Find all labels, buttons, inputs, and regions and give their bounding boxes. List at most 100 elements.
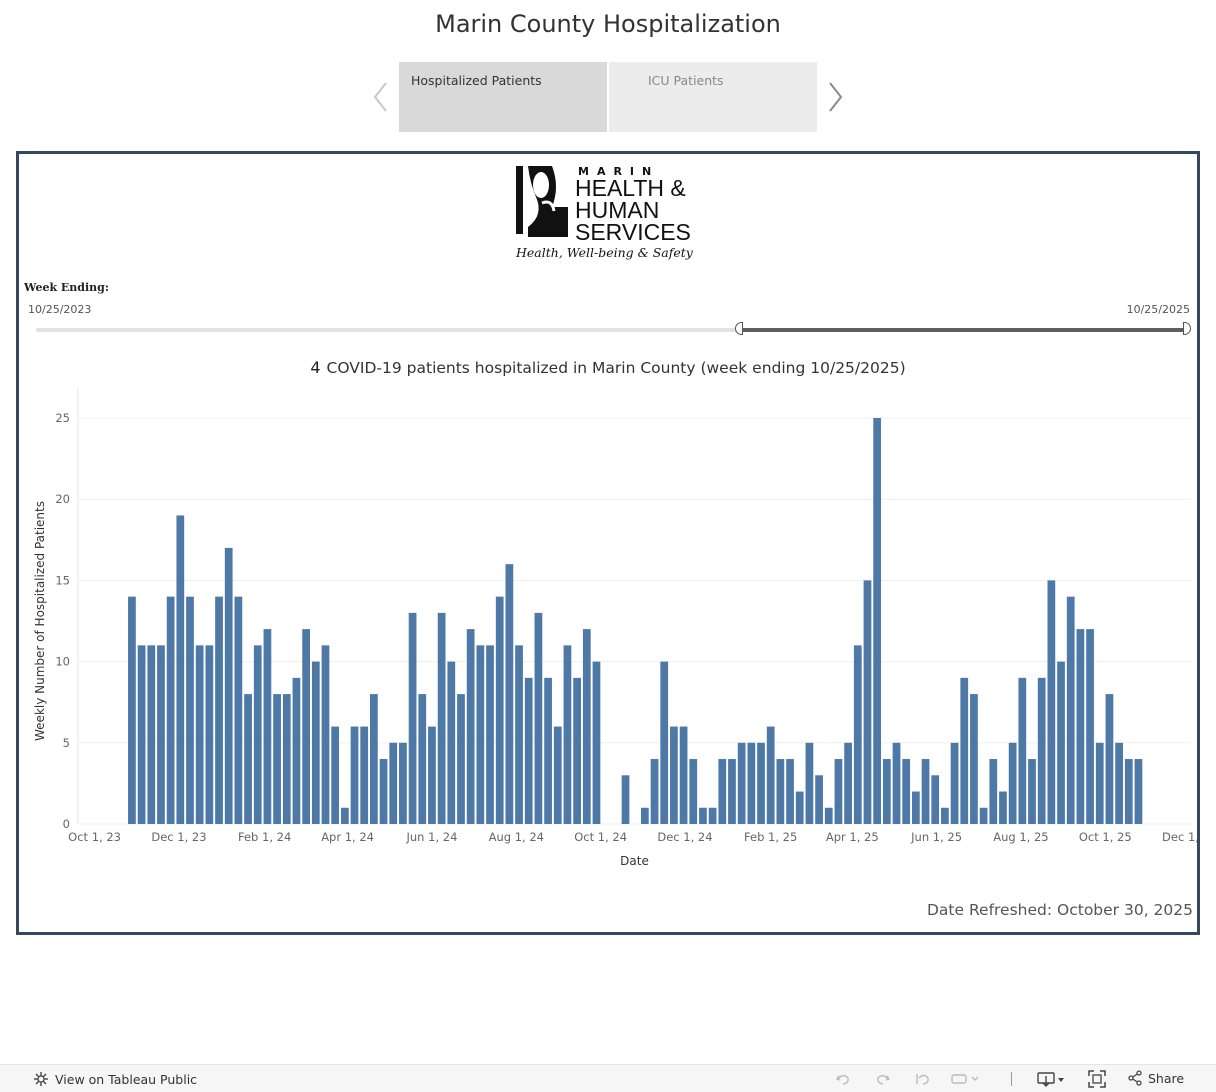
bar	[311, 661, 320, 824]
y-tick-label: 5	[63, 736, 70, 750]
bar	[234, 596, 243, 824]
x-tick-label: Aug 1, 24	[489, 830, 544, 844]
bar	[853, 645, 862, 824]
revert-icon[interactable]	[914, 1070, 932, 1088]
bar	[592, 661, 601, 824]
bar	[660, 661, 669, 824]
x-tick-label: Oct 1, 24	[574, 830, 627, 844]
logo-text: SERVICES	[575, 219, 691, 245]
bar	[1105, 694, 1114, 824]
tab-hospitalized-patients[interactable]: Hospitalized Patients	[399, 62, 607, 132]
logo-text: MARIN	[578, 165, 659, 178]
bar	[282, 694, 291, 824]
marin-hhs-logo: MARIN HEALTH & HUMAN SERVICES Health, We…	[515, 165, 694, 260]
bar	[360, 726, 369, 824]
bar	[679, 726, 688, 824]
undo-icon[interactable]	[834, 1070, 852, 1088]
x-tick-label: Dec 1, 23	[151, 830, 206, 844]
bar	[941, 807, 949, 824]
dashboard-panel: MARIN HEALTH & HUMAN SERVICES Health, We…	[16, 151, 1200, 935]
week-ending-slider-track[interactable]	[36, 328, 1188, 332]
x-tick-label: Aug 1, 25	[993, 830, 1048, 844]
bar	[621, 775, 630, 824]
x-tick-label: Jun 1, 25	[910, 830, 962, 844]
y-axis-label: Weekly Number of Hospitalized Patients	[33, 501, 47, 741]
bar	[1086, 629, 1094, 824]
bar	[563, 645, 572, 824]
tab-prev-arrow-icon[interactable]	[370, 80, 392, 114]
bar	[195, 645, 204, 824]
bar	[466, 629, 475, 824]
x-tick-label: Oct 1, 25	[1079, 830, 1132, 844]
bar	[786, 759, 794, 824]
date-refreshed: Date Refreshed: October 30, 2025	[926, 901, 1193, 919]
slider-handle-start[interactable]	[735, 322, 743, 335]
bar	[370, 694, 378, 824]
bar	[766, 726, 775, 824]
bar	[544, 677, 552, 824]
bar	[1124, 759, 1133, 824]
bar	[989, 759, 998, 824]
bar	[931, 775, 940, 824]
bar	[776, 759, 785, 824]
logo-text: HEALTH &	[575, 175, 686, 201]
y-tick-label: 20	[55, 492, 70, 506]
slider-handle-end[interactable]	[1183, 322, 1191, 335]
download-icon[interactable]	[1037, 1070, 1067, 1088]
refresh-icon[interactable]	[950, 1070, 980, 1088]
story-tabs: Hospitalized Patients ICU Patients	[399, 62, 817, 132]
bar	[960, 677, 969, 824]
bar	[834, 759, 843, 824]
tableau-logo-icon	[34, 1072, 48, 1086]
bar	[350, 726, 359, 824]
bar	[708, 807, 717, 824]
bar	[253, 645, 262, 824]
slider-range-end: 10/25/2025	[1126, 303, 1190, 316]
bar	[805, 742, 814, 824]
bar	[505, 564, 514, 824]
bar	[321, 645, 330, 824]
week-ending-slider-selection[interactable]	[742, 328, 1188, 332]
bar	[892, 742, 901, 824]
x-tick-label: Feb 1, 25	[744, 830, 797, 844]
bar	[428, 726, 436, 824]
bar	[999, 791, 1007, 824]
bar	[1008, 742, 1017, 824]
y-tick-label: 25	[55, 411, 70, 425]
redo-icon[interactable]	[874, 1070, 892, 1088]
bar	[263, 629, 272, 824]
bar	[205, 645, 214, 824]
bar	[457, 694, 465, 824]
x-tick-label: Apr 1, 24	[321, 830, 374, 844]
bar	[1066, 596, 1075, 824]
x-tick-label: Feb 1, 24	[238, 830, 291, 844]
tab-next-arrow-icon[interactable]	[824, 80, 846, 114]
tab-icu-patients[interactable]: ICU Patients	[609, 62, 817, 132]
bar	[728, 759, 736, 824]
bar	[921, 759, 930, 824]
fullscreen-icon[interactable]	[1088, 1070, 1106, 1088]
x-axis-label: Date	[620, 854, 649, 868]
bar	[176, 515, 185, 824]
bar	[524, 677, 533, 824]
bar	[292, 677, 301, 824]
share-button[interactable]: Share	[1127, 1070, 1184, 1086]
hospitalization-bar-chart[interactable]: 0 5 10 15 20 25 Oct 1, 23 Dec 1, 23 Feb 1, 24 Apr…	[19, 380, 1197, 880]
bar	[1037, 677, 1046, 824]
share-label: Share	[1148, 1070, 1185, 1086]
bar	[882, 759, 891, 824]
bar	[1076, 629, 1085, 824]
bar	[573, 677, 581, 824]
bar	[970, 694, 978, 824]
bar	[215, 596, 223, 824]
toolbar-divider	[1011, 1072, 1012, 1086]
x-tick-label: Apr 1, 25	[826, 830, 879, 844]
bar	[844, 742, 852, 824]
x-tick-label: Dec 1, 24	[657, 830, 712, 844]
view-on-tableau-public-link[interactable]: View on Tableau Public	[33, 1071, 197, 1087]
bar	[128, 596, 136, 824]
bar	[1095, 742, 1104, 824]
bar	[699, 807, 707, 824]
bar	[418, 694, 427, 824]
bar	[476, 645, 485, 824]
